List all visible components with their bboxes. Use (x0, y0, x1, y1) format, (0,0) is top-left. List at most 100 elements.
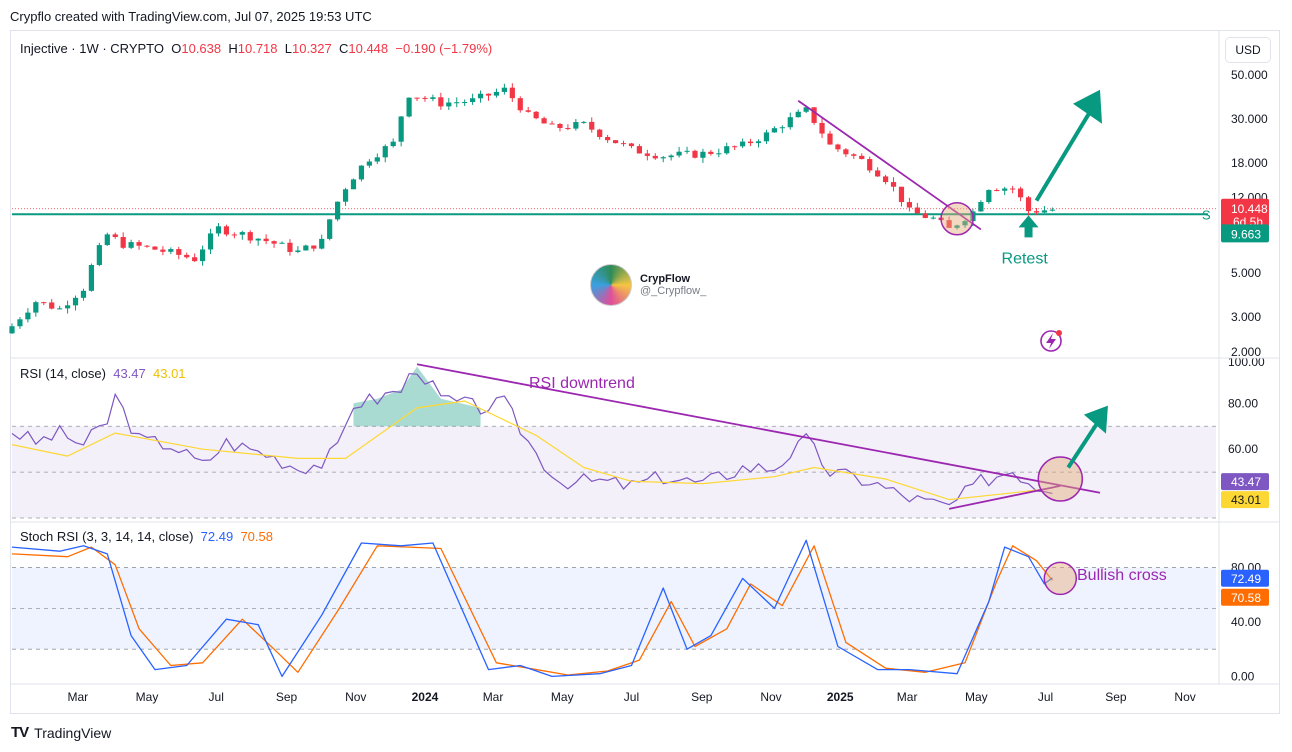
candle-up (9, 326, 15, 334)
candle-down (843, 149, 849, 155)
bullish-cross-label: Bullish cross (1077, 567, 1167, 584)
tradingview-footer[interactable]: TV TradingView (11, 724, 111, 741)
candle-down (231, 234, 237, 236)
stoch-k-line (11, 539, 1053, 678)
candle-down (517, 98, 523, 111)
candle-up (978, 202, 984, 212)
candle-up (787, 117, 793, 128)
stoch-k-value: 72.49 (200, 529, 234, 544)
stoch-legend[interactable]: Stoch RSI (3, 3, 14, 14, close) 72.49 70… (20, 529, 273, 544)
price-axis-tick: 18.000 (1231, 156, 1268, 170)
candle-up (454, 102, 460, 104)
candle-up (342, 189, 349, 202)
close-value: 10.448 (348, 41, 389, 56)
candle-down (263, 238, 269, 242)
candle-down (882, 176, 889, 183)
support-price-badge (1221, 224, 1269, 243)
candle-up (986, 190, 992, 203)
time-axis-tick: Jul (1038, 690, 1053, 704)
candle-up (33, 302, 39, 313)
candle-down (644, 153, 650, 156)
candle-down (422, 97, 428, 99)
candle-down (692, 150, 698, 158)
candle-up (57, 308, 63, 310)
candle-up (771, 128, 778, 133)
candle-up (96, 245, 102, 265)
rsi-line (11, 373, 1053, 506)
candle-down (509, 87, 515, 99)
last-price-label: 10.448 (1231, 202, 1268, 216)
candle-up (700, 151, 706, 158)
candle-down (612, 140, 619, 144)
author-handle: @_Crypflow_ (640, 285, 707, 297)
candle-up (406, 97, 412, 117)
rsi-axis-tick: 80.00 (1228, 396, 1258, 410)
tradingview-logo-icon: TV (11, 724, 29, 741)
rsi-axis-tick: 60.00 (1228, 442, 1258, 456)
candle-down (525, 110, 531, 112)
time-axis-tick: Jul (209, 690, 224, 704)
main-legend[interactable]: Injective · 1W · CRYPTO O10.638 H10.718 … (20, 41, 492, 56)
candle-up (279, 242, 285, 244)
candle-down (41, 302, 47, 304)
rsi-value: 43.47 (113, 366, 146, 381)
candle-down (835, 144, 841, 150)
rsi-value-label: 43.47 (1231, 475, 1261, 489)
candle-up (1041, 210, 1048, 213)
candle-down (875, 170, 881, 177)
candle-up (740, 141, 746, 147)
candle-down (549, 123, 555, 125)
high-value: 10.718 (237, 41, 278, 56)
candle-down (811, 107, 817, 123)
rsi-downtrend-label: RSI downtrend (529, 375, 635, 392)
candle-down (271, 241, 277, 244)
stoch-d-badge (1221, 588, 1269, 606)
time-axis-tick: Mar (483, 690, 504, 704)
candle-down (890, 182, 897, 187)
candle-up (207, 233, 214, 250)
candle-down (708, 151, 714, 154)
candle-up (462, 102, 468, 104)
candle-up (295, 250, 301, 252)
candle-up (366, 161, 372, 166)
candle-up (17, 319, 23, 327)
rsi-value-badge (1221, 473, 1269, 491)
author-watermark: CrypFlow @_Crypflow_ (590, 264, 706, 306)
candle-down (628, 143, 635, 147)
chart-attribution: Crypflo created with TradingView.com, Ju… (10, 9, 372, 24)
candle-up (327, 219, 333, 239)
candle-down (1033, 211, 1040, 213)
candle-down (557, 123, 563, 129)
rsi-overbought-fill (353, 366, 481, 427)
last-price-badge (1221, 198, 1269, 231)
candle-up (676, 151, 682, 156)
currency-button[interactable]: USD (1225, 37, 1271, 63)
candle-up (724, 146, 730, 154)
price-axis-tick: 50.000 (1231, 68, 1268, 82)
rsi-legend[interactable]: RSI (14, close) 43.47 43.01 (20, 366, 186, 381)
price-target-arrow-shaft (1034, 110, 1092, 202)
retest-arrow-icon (1018, 215, 1039, 238)
author-name: CrypFlow (640, 273, 691, 285)
candle-down (120, 237, 126, 248)
rsi-ma-badge (1221, 491, 1269, 509)
candle-down (565, 128, 571, 130)
stoch-axis-tick: 40.00 (1231, 615, 1261, 629)
rsi-ma-value: 43.01 (153, 366, 186, 381)
time-axis-tick: Sep (691, 690, 713, 704)
candle-up (962, 221, 968, 226)
candle-down (1025, 197, 1032, 212)
candle-up (446, 102, 452, 107)
candle-down (192, 257, 198, 262)
chart-frame (10, 30, 1280, 714)
tradingview-brand: TradingView (34, 724, 112, 741)
time-axis-tick: 2025 (827, 690, 854, 704)
candle-up (88, 264, 95, 291)
stoch-d-value: 70.58 (240, 529, 273, 544)
time-axis-tick: Jul (624, 690, 639, 704)
candle-down (144, 245, 150, 247)
candle-up (303, 245, 309, 251)
candle-down (922, 213, 928, 218)
candle-down (859, 155, 865, 160)
